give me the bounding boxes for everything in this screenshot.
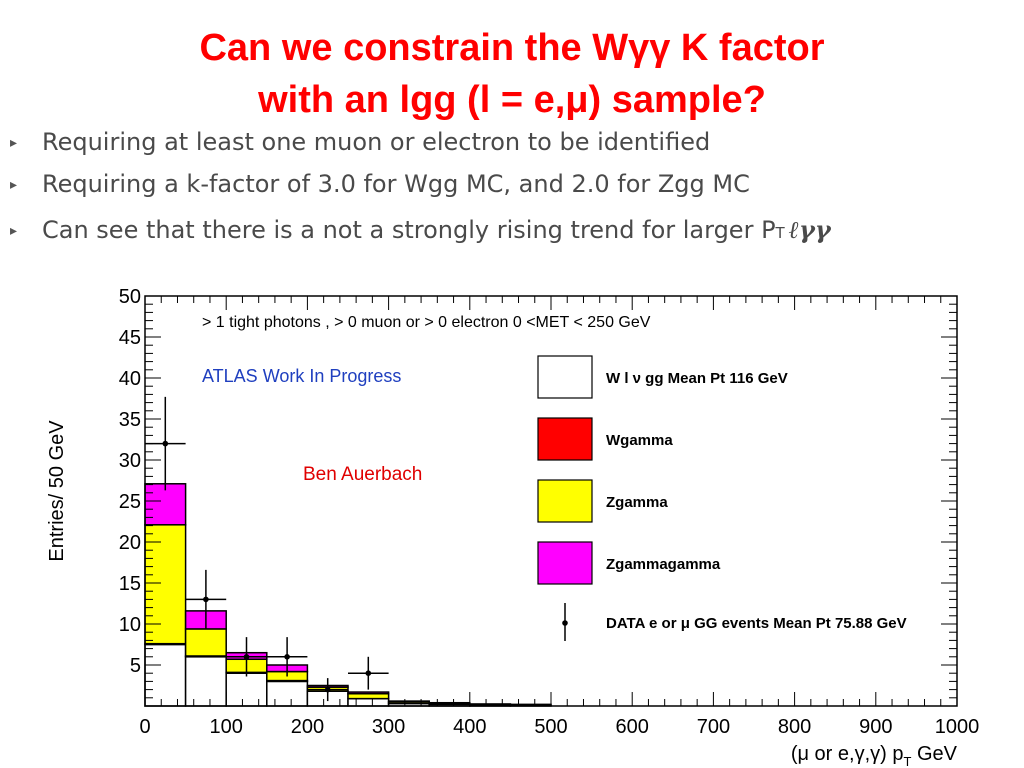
bullet-math: ℓγγ: [788, 215, 831, 244]
bullet-subscript: T: [775, 224, 785, 242]
legend-data-marker: [562, 620, 568, 626]
x-tick-label: 800: [778, 716, 811, 738]
bullet-text: Requiring a k-factor of 3.0 for Wgg MC, …: [42, 170, 750, 198]
y-tick-label: 30: [119, 450, 141, 472]
legend-label: Zgamma: [606, 494, 668, 511]
legend-label: W l ν gg Mean Pt 116 GeV: [606, 370, 788, 387]
x-tick-label: 1000: [935, 716, 980, 738]
x-tick-label: 900: [859, 716, 892, 738]
y-tick-label: 15: [119, 573, 141, 595]
histogram-bar: [266, 680, 309, 707]
y-tick-label: 5: [130, 655, 141, 677]
x-tick-label: 700: [697, 716, 730, 738]
legend-swatch: [537, 355, 593, 399]
bullet-item: ▸ Requiring a k-factor of 3.0 for Wgg MC,…: [10, 170, 750, 198]
legend-label: Wgamma: [606, 432, 673, 449]
chart-annotations: > 1 tight photons , > 0 muon or > 0 elec…: [202, 314, 651, 485]
histogram-bar: [144, 483, 187, 526]
bullet-text: Can see that there is a not a strongly r…: [42, 216, 776, 244]
histogram-bar: [144, 643, 187, 707]
legend-label: DATA e or μ GG events Mean Pt 75.88 GeV: [606, 615, 907, 632]
x-tick-label: 200: [291, 716, 324, 738]
data-point: [203, 596, 209, 603]
bullet-text: Requiring at least one muon or electron …: [42, 128, 711, 156]
y-tick-label: 40: [119, 368, 141, 390]
histogram-bar: [225, 672, 268, 707]
x-tick-label: 400: [453, 716, 486, 738]
histogram-bar: [509, 703, 552, 706]
x-tick-label: 500: [534, 716, 567, 738]
slide-title-line-1: Can we constrain the Wγγ K factor: [199, 27, 825, 69]
slide-title-line-2: with an lgg (l = e,μ) sample?: [258, 79, 766, 121]
author-label: Ben Auerbach: [303, 464, 422, 485]
histogram-bar: [347, 697, 390, 707]
data-point: [365, 670, 372, 676]
x-axis-label: (μ or e,γ,γ) pT GeV: [791, 743, 958, 768]
y-tick-label: 25: [119, 491, 141, 513]
data-point: [284, 654, 290, 660]
y-tick-label: 10: [119, 614, 141, 636]
legend-label: Zgammagamma: [606, 556, 721, 573]
y-tick-label: 45: [119, 327, 141, 349]
y-tick-label: 20: [119, 532, 141, 554]
x-tick-label: 600: [616, 716, 649, 738]
x-tick-label: 300: [372, 716, 405, 738]
bullet-item: ▸ Requiring at least one muon or electron…: [10, 128, 710, 156]
bullet-item: ▸ Can see that there is a not a strongly …: [10, 215, 831, 245]
histogram-bar: [387, 700, 430, 703]
selection-annotation: > 1 tight photons , > 0 muon or > 0 elec…: [202, 314, 651, 331]
legend-swatch: [537, 417, 593, 461]
data-point: [243, 654, 250, 660]
x-tick-label: 100: [210, 716, 243, 738]
legend: W l ν gg Mean Pt 116 GeV Wgamma Zgamma Zgam…: [537, 355, 907, 641]
data-points: [145, 396, 389, 702]
histogram-bar: [184, 628, 227, 657]
slide-title: Can we constrain the Wγγ K factor with a…: [0, 22, 1024, 126]
legend-swatch: [537, 541, 593, 585]
legend-swatch: [537, 479, 593, 523]
experiment-label: ATLAS Work In Progress: [202, 366, 401, 386]
y-tick-label: 35: [119, 409, 141, 431]
data-point: [162, 440, 169, 447]
histogram-bar: [428, 701, 471, 705]
data-point: [324, 686, 331, 693]
histogram-bar: [184, 656, 227, 707]
histogram-bar: [347, 691, 390, 695]
histogram-bar: [144, 524, 187, 645]
y-axis-label: Entries/ 50 GeV: [46, 420, 68, 562]
triangle-bullet-icon: ▸: [10, 135, 18, 151]
y-tick-label: 50: [119, 286, 141, 308]
triangle-bullet-icon: ▸: [10, 177, 18, 193]
x-tick-label: 0: [139, 716, 150, 738]
triangle-bullet-icon: ▸: [10, 223, 18, 239]
